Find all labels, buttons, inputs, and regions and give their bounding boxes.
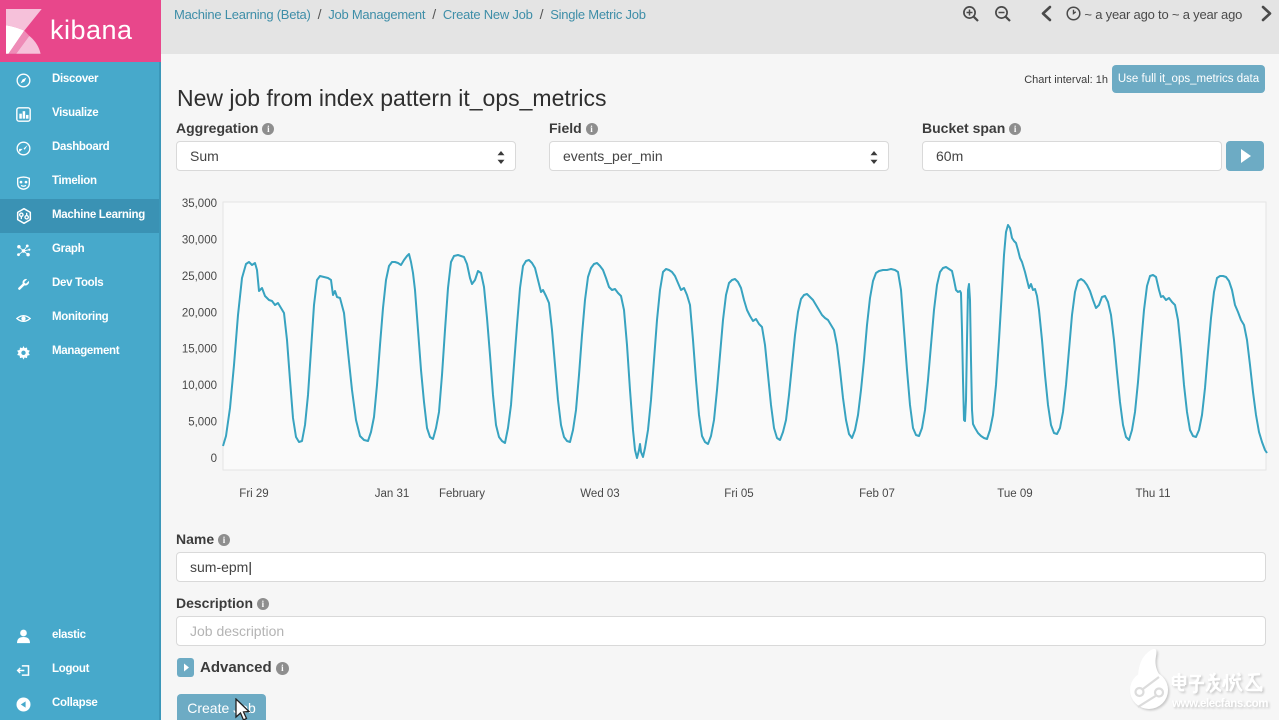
svg-text:www.elecfans.com: www.elecfans.com bbox=[1171, 698, 1268, 710]
svg-text:35,000: 35,000 bbox=[182, 198, 217, 210]
svg-text:February: February bbox=[439, 488, 485, 500]
svg-text:25,000: 25,000 bbox=[182, 271, 217, 283]
svg-text:20,000: 20,000 bbox=[182, 307, 217, 319]
svg-text:15,000: 15,000 bbox=[182, 344, 217, 356]
svg-text:Wed 03: Wed 03 bbox=[580, 488, 619, 500]
svg-text:Thu 11: Thu 11 bbox=[1136, 488, 1171, 500]
svg-text:Fri 29: Fri 29 bbox=[239, 488, 268, 500]
svg-text:Jan 31: Jan 31 bbox=[375, 488, 410, 500]
svg-text:5,000: 5,000 bbox=[188, 417, 217, 429]
svg-text:10,000: 10,000 bbox=[182, 380, 217, 392]
svg-text:Fri 05: Fri 05 bbox=[724, 488, 753, 500]
svg-text:0: 0 bbox=[211, 453, 217, 465]
svg-text:Feb 07: Feb 07 bbox=[859, 488, 895, 500]
svg-text:Tue 09: Tue 09 bbox=[997, 488, 1032, 500]
svg-text:30,000: 30,000 bbox=[182, 234, 217, 246]
